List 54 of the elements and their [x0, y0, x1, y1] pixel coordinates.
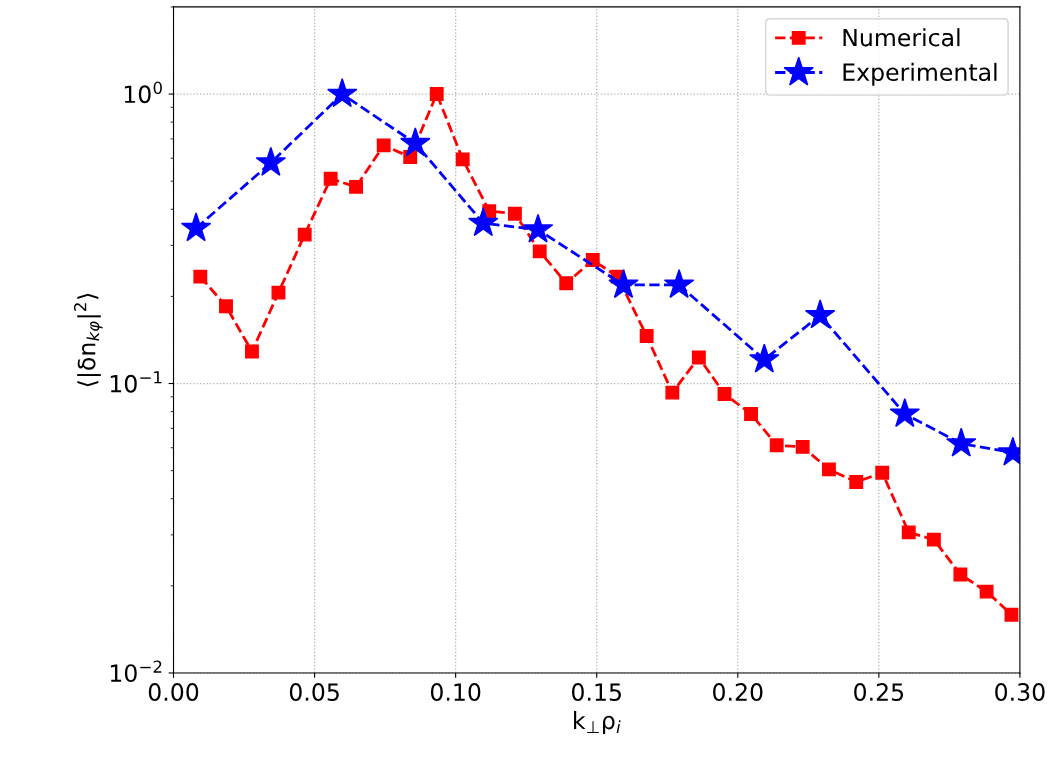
x-tick-label: 0.30 — [995, 683, 1045, 701]
point — [926, 532, 941, 547]
point — [219, 299, 233, 314]
point — [507, 206, 522, 221]
point — [376, 138, 391, 153]
point — [297, 227, 312, 242]
point — [400, 127, 431, 157]
point — [953, 567, 968, 582]
point — [875, 465, 890, 480]
point — [323, 171, 338, 186]
x-tick-label: 0.25 — [854, 683, 904, 701]
point — [522, 213, 554, 243]
point — [255, 146, 287, 176]
y-tick-label: 10$^{−2}$ — [110, 660, 162, 683]
point — [849, 475, 864, 489]
x-tick-label: 0.15 — [571, 683, 621, 701]
point — [946, 427, 977, 457]
x-tick-label: 0.10 — [430, 683, 481, 701]
point — [744, 407, 758, 421]
x-tick-label: 0.20 — [713, 683, 763, 701]
point — [663, 269, 695, 299]
point — [193, 269, 208, 284]
point — [327, 78, 358, 108]
point — [979, 584, 994, 599]
point — [455, 152, 470, 167]
x-axis-title: k$_{⊥}$ρ$_{i}$ — [574, 711, 621, 734]
point — [795, 439, 810, 454]
point — [889, 397, 921, 428]
point — [901, 525, 916, 540]
point — [349, 179, 363, 194]
legend-label: Numerical — [843, 28, 960, 47]
point — [769, 438, 784, 453]
point — [1004, 607, 1019, 622]
point — [608, 269, 639, 299]
legend-label: Experimental — [843, 62, 997, 86]
x-tick-label: 0.05 — [289, 683, 339, 701]
point — [665, 385, 680, 400]
point — [804, 299, 836, 329]
x-tick-label: 0.00 — [148, 683, 199, 701]
point — [468, 207, 499, 237]
y-tick-label: 10$^{0}$ — [124, 81, 162, 104]
point — [821, 462, 836, 477]
point — [639, 329, 654, 343]
y-axis-title: ⟨|δn$_{kφ}$|$^{2}$⟩ — [73, 293, 103, 387]
point — [749, 343, 780, 373]
point — [717, 387, 732, 401]
point — [532, 244, 547, 259]
point — [271, 285, 286, 300]
point — [559, 276, 574, 291]
y-tick-label: 10$^{−1}$ — [110, 371, 162, 393]
point — [429, 87, 444, 102]
point — [244, 344, 259, 359]
point — [691, 350, 706, 365]
point — [180, 212, 212, 242]
